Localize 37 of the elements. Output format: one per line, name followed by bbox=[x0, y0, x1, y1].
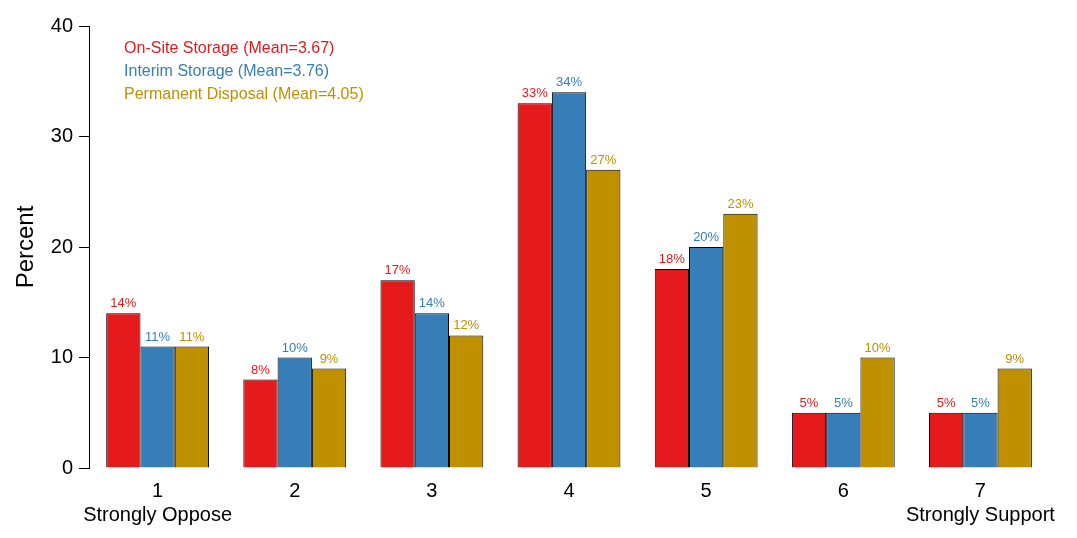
x-tick-label: 6 bbox=[837, 478, 849, 501]
x-tick-label: 2 bbox=[289, 478, 301, 501]
x-tick-label: 5 bbox=[700, 478, 712, 501]
text: On-Site Storage (Mean=3.67) bbox=[124, 39, 335, 57]
y-axis-title: Percent bbox=[11, 205, 39, 289]
y-tick-label: 30 bbox=[50, 124, 74, 147]
data-label: 33% bbox=[521, 85, 549, 101]
data-label: 23% bbox=[727, 195, 754, 211]
data-label: 5% bbox=[971, 394, 991, 410]
text: Interim Storage (Mean=3.76) bbox=[124, 62, 330, 80]
y-tick-label: 10 bbox=[50, 345, 74, 368]
data-label: 14% bbox=[418, 295, 446, 311]
data-label: 11% bbox=[145, 328, 171, 344]
data-label: 14% bbox=[110, 295, 137, 311]
data-label: 5% bbox=[936, 394, 956, 410]
data-label: 18% bbox=[658, 251, 686, 267]
data-label: 12% bbox=[453, 317, 480, 333]
data-label: 34% bbox=[556, 74, 583, 90]
data-label: 17% bbox=[384, 262, 412, 278]
data-label: 20% bbox=[693, 229, 720, 245]
data-label: 10% bbox=[864, 339, 892, 355]
y-tick-label: 0 bbox=[61, 455, 74, 478]
x-tick-label: 4 bbox=[563, 478, 575, 501]
x-tick-label: 3 bbox=[426, 478, 438, 501]
data-label: 8% bbox=[251, 361, 271, 377]
data-label: 11% bbox=[179, 328, 205, 344]
x-tick-label: 7 Strongly Support bbox=[905, 478, 1056, 525]
data-label: 9% bbox=[1005, 350, 1025, 366]
y-tick-label: 20 bbox=[50, 234, 74, 257]
x-tick-label: 1 Strongly Oppose bbox=[83, 478, 233, 525]
y-tick-label: 40 bbox=[50, 13, 74, 36]
data-label: 27% bbox=[590, 151, 617, 167]
data-label: 5% bbox=[833, 394, 854, 410]
text: Permanent Disposal (Mean=4.05) bbox=[124, 85, 364, 103]
data-label: 10% bbox=[281, 339, 309, 355]
data-label: 5% bbox=[799, 394, 819, 410]
data-label: 9% bbox=[319, 350, 339, 366]
